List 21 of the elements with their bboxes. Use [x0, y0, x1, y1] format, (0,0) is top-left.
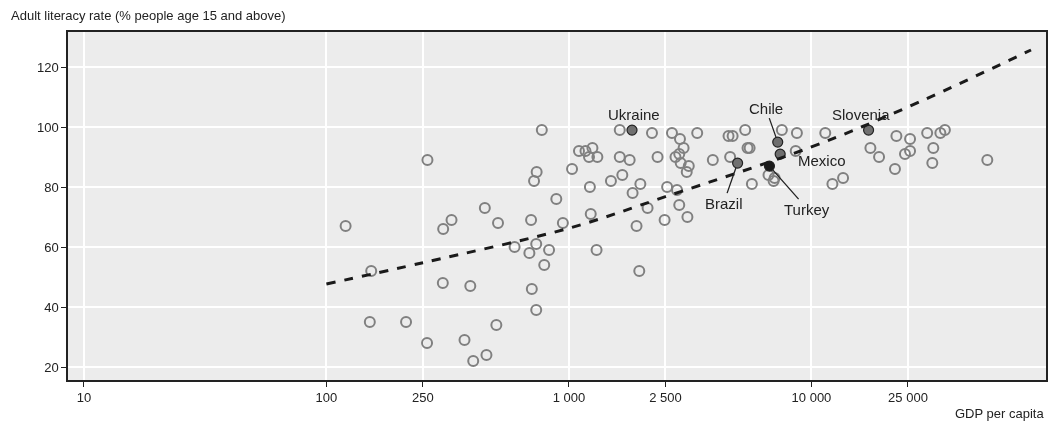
y-tick-label: 120 [36, 59, 59, 75]
x-tick-label: 2 500 [649, 390, 682, 406]
x-tick-label: 10 [76, 390, 92, 406]
annotation: Ukraine [608, 106, 660, 123]
x-tick-label: 100 [315, 390, 338, 406]
annotation: Chile [749, 100, 784, 117]
x-axis-title: GDP per capita [955, 406, 1045, 421]
x-tick-label: 10 000 [791, 390, 832, 406]
y-axis-title: Adult literacy rate (% people age 15 and above) [11, 8, 286, 23]
y-tick-label: 20 [44, 359, 59, 375]
annotation: Slovenia [832, 106, 891, 123]
annotation: Turkey [784, 201, 830, 218]
x-tick-label: 250 [412, 390, 434, 406]
y-tick-label: 100 [36, 119, 59, 135]
y-tick-label: 80 [44, 179, 59, 195]
y-tick-label: 40 [44, 299, 59, 315]
y-tick-label: 60 [44, 239, 59, 255]
annotation: Brazil [705, 195, 743, 212]
annotation: Mexico [798, 152, 846, 169]
x-tick-label: 25 000 [888, 390, 928, 406]
x-tick-label: 1 000 [552, 390, 586, 406]
